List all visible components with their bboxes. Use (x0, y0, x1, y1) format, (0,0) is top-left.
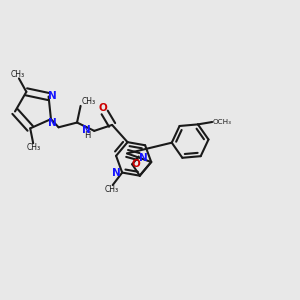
Text: N: N (48, 91, 56, 101)
Text: N: N (112, 169, 121, 178)
Text: O: O (99, 103, 108, 113)
Text: CH₃: CH₃ (104, 185, 118, 194)
Text: N: N (139, 153, 148, 163)
Text: CH₃: CH₃ (11, 70, 25, 79)
Text: N: N (48, 118, 56, 128)
Text: O: O (132, 159, 141, 169)
Text: CH₃: CH₃ (27, 143, 41, 152)
Text: N: N (82, 125, 90, 135)
Text: OCH₃: OCH₃ (213, 119, 232, 125)
Text: CH₃: CH₃ (82, 97, 96, 106)
Text: H: H (84, 131, 90, 140)
